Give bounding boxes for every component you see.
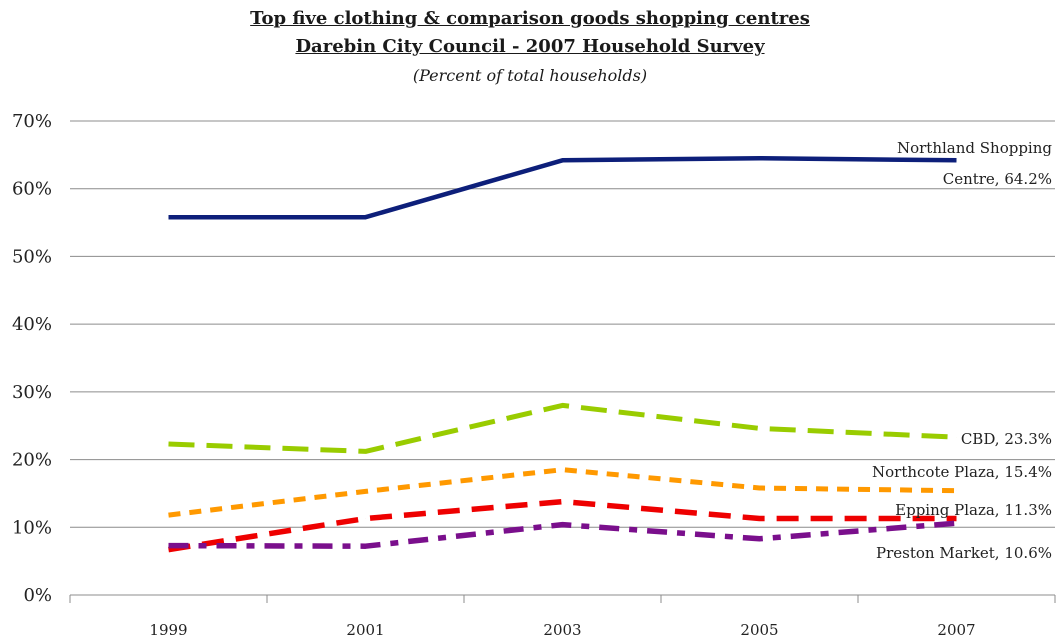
- series-label: Preston Market, 10.6%: [876, 544, 1052, 562]
- y-tick-label: 20%: [12, 450, 52, 471]
- x-tick-label: 1999: [149, 621, 187, 639]
- series-line-epping-plaza: [168, 498, 957, 553]
- x-tick-label: 2001: [346, 621, 384, 639]
- y-tick-label: 50%: [12, 246, 52, 267]
- series-line-cbd: [168, 402, 957, 454]
- chart-title: Top five clothing & comparison goods sho…: [250, 8, 810, 29]
- series-label: Centre, 64.2%: [943, 170, 1052, 188]
- chart-subtitle: Darebin City Council - 2007 Household Su…: [295, 36, 765, 57]
- y-tick-label: 60%: [12, 179, 52, 200]
- x-tick-label: 2003: [543, 621, 581, 639]
- series-label: Northcote Plaza, 15.4%: [872, 463, 1052, 481]
- series-line-northcote-plaza: [168, 467, 957, 518]
- y-tick-label: 40%: [12, 314, 52, 335]
- y-tick-label: 0%: [23, 585, 52, 606]
- series-label: Epping Plaza, 11.3%: [895, 501, 1052, 519]
- x-tick-label: 2007: [937, 621, 975, 639]
- series-label: Northland Shopping: [897, 139, 1052, 157]
- y-tick-label: 70%: [12, 111, 52, 132]
- series-line-northland-shopping-centre: [168, 155, 957, 220]
- y-tick-label: 10%: [12, 517, 52, 538]
- x-tick-label: 2005: [740, 621, 778, 639]
- chart-note: (Percent of total households): [412, 66, 648, 85]
- series-line-preston-market: [168, 520, 957, 549]
- y-tick-label: 30%: [12, 382, 52, 403]
- series-label: CBD, 23.3%: [961, 430, 1052, 448]
